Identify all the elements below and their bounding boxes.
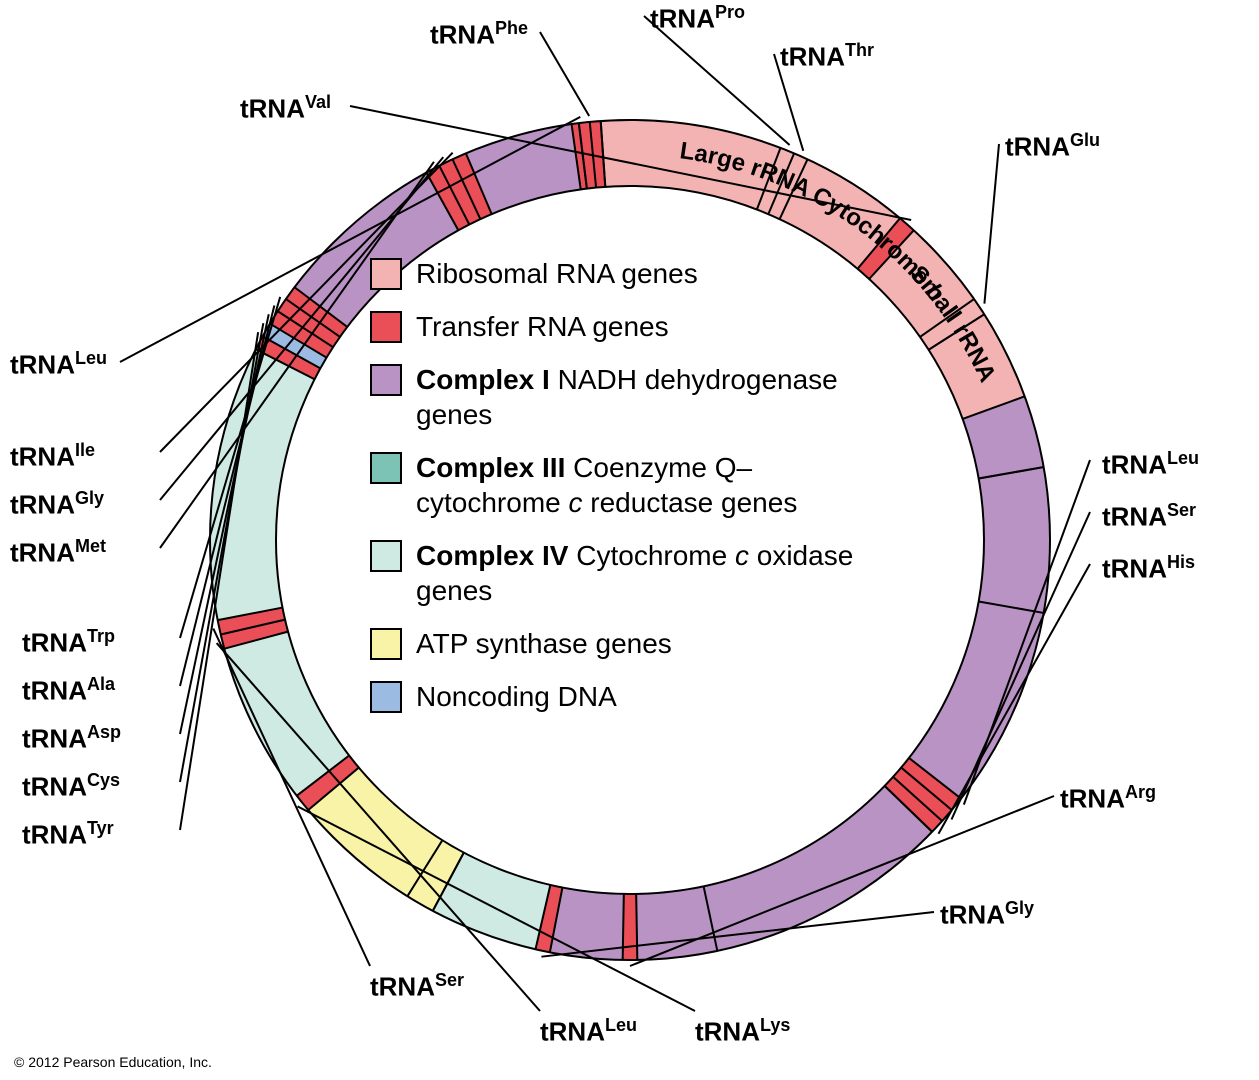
legend-text-trna: Transfer RNA genes	[416, 309, 669, 344]
legend: Ribosomal RNA genes Transfer RNA genes Com…	[370, 256, 896, 732]
legend-text-complex3: Complex III Coenzyme Q–cytochrome c redu…	[416, 450, 896, 520]
legend-swatch-trna	[370, 311, 402, 343]
legend-text-complex1: Complex I NADH dehydrogenase genes	[416, 362, 896, 432]
legend-swatch-complex3	[370, 452, 402, 484]
legend-item-complex4: Complex IV Cytochrome c oxidase genes	[370, 538, 896, 608]
legend-item-complex3: Complex III Coenzyme Q–cytochrome c redu…	[370, 450, 896, 520]
segment-36-rrna	[590, 120, 900, 269]
legend-item-complex1: Complex I NADH dehydrogenase genes	[370, 362, 896, 432]
segment-7-complex1	[979, 467, 1050, 613]
legend-text-rrna: Ribosomal RNA genes	[416, 256, 698, 291]
legend-swatch-complex4	[370, 540, 402, 572]
copyright: © 2012 Pearson Education, Inc.	[14, 1054, 212, 1070]
legend-swatch-complex1	[370, 364, 402, 396]
legend-swatch-ncdna	[370, 681, 402, 713]
legend-text-atp: ATP synthase genes	[416, 626, 672, 661]
legend-item-ncdna: Noncoding DNA	[370, 679, 896, 714]
legend-item-atp: ATP synthase genes	[370, 626, 896, 661]
legend-item-trna: Transfer RNA genes	[370, 309, 896, 344]
legend-text-complex4: Complex IV Cytochrome c oxidase genes	[416, 538, 896, 608]
legend-swatch-atp	[370, 628, 402, 660]
segment-14-trna	[623, 894, 638, 960]
legend-text-ncdna: Noncoding DNA	[416, 679, 617, 714]
legend-item-rrna: Ribosomal RNA genes	[370, 256, 896, 291]
legend-swatch-rrna	[370, 258, 402, 290]
